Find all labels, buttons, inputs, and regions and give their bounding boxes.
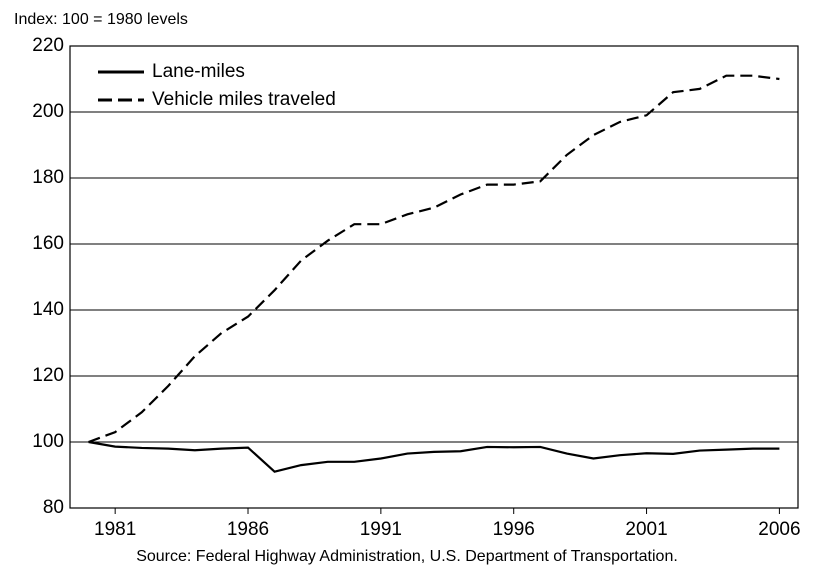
x-tick-label: 2006 (758, 519, 800, 540)
x-tick-label: 1981 (94, 519, 136, 540)
y-tick-label: 80 (43, 497, 64, 518)
subtitle: Index: 100 = 1980 levels (14, 11, 188, 28)
y-tick-label: 120 (32, 365, 64, 386)
x-tick-label: 1991 (360, 519, 402, 540)
y-tick-label: 200 (32, 101, 64, 122)
y-tick-label: 140 (32, 299, 64, 320)
x-tick-label: 1986 (227, 519, 269, 540)
plot-frame (69, 45, 799, 509)
source: Source: Federal Highway Administration, … (136, 548, 678, 565)
x-tick-label: 1996 (493, 519, 535, 540)
x-tick-label: 2001 (625, 519, 667, 540)
y-tick-label: 100 (32, 431, 64, 452)
series-line (88, 74, 780, 444)
y-tick-label: 220 (32, 35, 64, 56)
legend-label: Vehicle miles traveled (152, 89, 336, 110)
legend-label: Lane-miles (152, 61, 245, 82)
y-tick-label: 160 (32, 233, 64, 254)
y-tick-label: 180 (32, 167, 64, 188)
series-line (88, 440, 780, 473)
